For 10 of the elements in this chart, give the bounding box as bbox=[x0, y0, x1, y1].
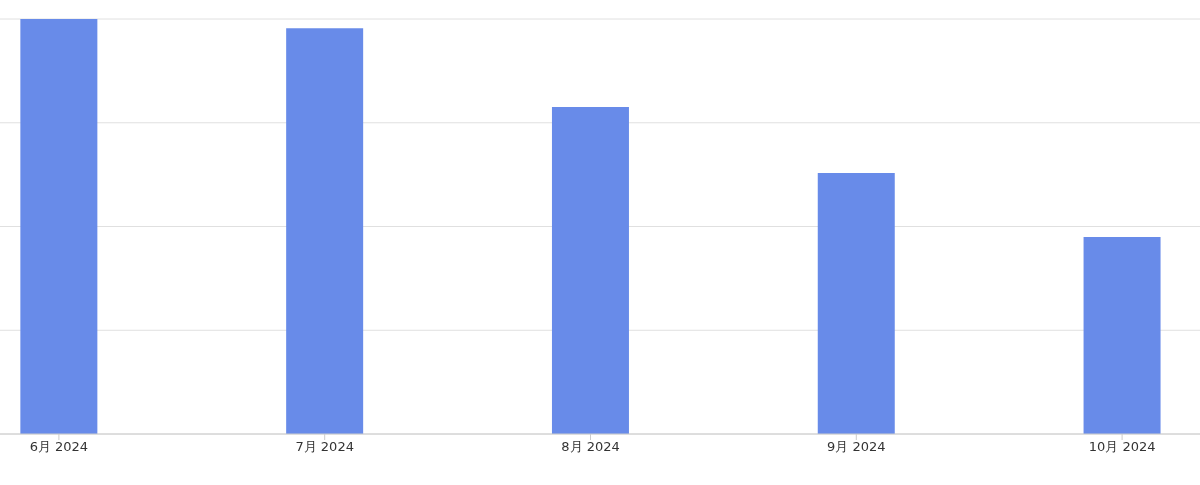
bar bbox=[1083, 236, 1161, 434]
bar bbox=[551, 106, 629, 434]
bar bbox=[20, 19, 98, 434]
x-tick-label: 8月 2024 bbox=[561, 439, 620, 455]
x-tick-label: 7月 2024 bbox=[295, 439, 354, 455]
bar bbox=[817, 172, 895, 434]
x-tick-label: 10月 2024 bbox=[1088, 439, 1156, 455]
bar bbox=[286, 28, 364, 434]
x-tick-label: 6月 2024 bbox=[29, 439, 89, 455]
x-tick-label: 9月 2024 bbox=[827, 439, 886, 455]
